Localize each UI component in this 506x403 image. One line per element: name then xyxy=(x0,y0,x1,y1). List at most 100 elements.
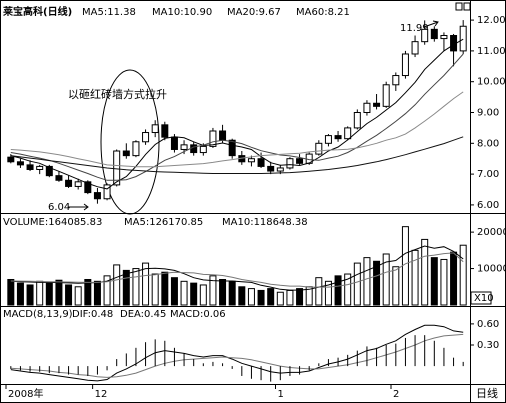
volume-bar xyxy=(440,258,448,306)
candle-body xyxy=(132,141,140,157)
legend-label: MA5:126170.85 xyxy=(124,217,203,228)
candle-body xyxy=(392,75,400,86)
legend-label: MA10:10.90 xyxy=(152,7,212,18)
volume-bar xyxy=(324,280,332,306)
volume-bar xyxy=(267,288,275,306)
candle-body xyxy=(296,158,304,164)
series-line xyxy=(10,333,464,378)
x-tick-label: 12 xyxy=(95,389,108,400)
candle-body xyxy=(430,28,438,40)
volume-bar xyxy=(65,284,73,306)
candle-body xyxy=(65,179,73,187)
period-label: 日线 xyxy=(476,386,498,400)
volume-bar xyxy=(180,280,188,306)
window-icon[interactable] xyxy=(463,2,471,11)
candle-body xyxy=(459,25,467,52)
x-tick-label: 2008年 xyxy=(8,387,43,400)
candle-body xyxy=(161,124,169,138)
annotation: 以砸红砖墙方式拉升 xyxy=(68,87,167,101)
y-tick-label: 12.00 xyxy=(477,15,506,26)
candle-body xyxy=(142,132,150,143)
volume-bar xyxy=(296,288,304,306)
volume-bar xyxy=(142,262,150,306)
candle-body xyxy=(170,136,178,150)
volume-bar xyxy=(430,257,438,306)
annotation: 6.04 xyxy=(48,202,70,213)
y-tick-label: 20000 xyxy=(477,227,506,238)
volume-bar xyxy=(363,257,371,306)
volume-bar xyxy=(334,275,342,306)
candle-body xyxy=(353,112,361,129)
legend-label: MA5:11.38 xyxy=(82,7,136,18)
candle-body xyxy=(411,41,419,55)
volume-bar xyxy=(247,288,255,306)
y-tick-label: 8.00 xyxy=(477,138,499,149)
volume-bar xyxy=(411,249,419,306)
volume-bar xyxy=(7,278,15,306)
candle-body xyxy=(84,181,92,194)
candle-body xyxy=(286,158,294,169)
volume-bar xyxy=(392,266,400,306)
annotation: 11.99 xyxy=(400,23,429,34)
candle-body xyxy=(324,135,332,144)
volume-bar xyxy=(276,291,284,306)
volume-bar xyxy=(161,271,169,306)
candle-body xyxy=(180,144,188,150)
candle-body xyxy=(267,165,275,172)
volume-bar xyxy=(190,282,198,306)
volume-bar xyxy=(286,289,294,306)
volume-bar xyxy=(93,280,101,306)
volume-bar xyxy=(16,282,24,306)
y-tick-label: 6.00 xyxy=(477,200,499,211)
volume-bar xyxy=(382,253,390,306)
y-tick-label: 11.00 xyxy=(477,46,506,57)
series-line xyxy=(10,136,464,174)
candle-body xyxy=(363,102,371,114)
candle-body xyxy=(440,34,448,40)
unit-box xyxy=(470,291,492,305)
chart-title: 莱宝高科(日线) xyxy=(3,5,72,18)
volume-bar xyxy=(151,273,159,306)
arrow xyxy=(423,20,439,28)
legend-label: DEA:0.45 xyxy=(120,309,166,320)
volume-bar xyxy=(199,284,207,306)
volume-bar xyxy=(84,278,92,306)
volume-bar xyxy=(219,278,227,306)
candle-body xyxy=(401,53,409,77)
candle-body xyxy=(36,165,44,170)
legend-label: MA10:118648.38 xyxy=(222,217,308,228)
candle-body xyxy=(26,164,34,170)
volume-bar xyxy=(450,251,458,306)
legend-label: DIF:0.48 xyxy=(72,309,113,320)
series-line xyxy=(10,245,464,291)
volume-bar xyxy=(45,282,53,306)
legend-label: MA20:9.67 xyxy=(227,7,281,18)
candle-body xyxy=(45,165,53,177)
candle-body xyxy=(151,124,159,134)
volume-bar xyxy=(103,275,111,306)
volume-bar xyxy=(228,280,236,306)
candle-body xyxy=(55,175,63,181)
volume-bar xyxy=(373,260,381,306)
volume-bar xyxy=(257,289,265,306)
candle-body xyxy=(190,144,198,154)
candle-body xyxy=(382,84,390,107)
candle-body xyxy=(7,156,15,163)
legend-label: MACD:0.06 xyxy=(170,309,226,320)
candle-body xyxy=(276,167,284,172)
series-line xyxy=(10,53,464,181)
candle-body xyxy=(74,181,82,187)
candle-body xyxy=(257,158,265,167)
volume-bar xyxy=(401,226,409,306)
volume-bar xyxy=(132,268,140,306)
x-tick-label: 2 xyxy=(393,389,399,400)
x-tick-label: 1 xyxy=(278,389,284,400)
candle-body xyxy=(219,130,227,141)
candle-body xyxy=(315,142,323,155)
volume-bar xyxy=(36,280,44,306)
y-tick-label: 0.30 xyxy=(477,340,499,351)
panel-title: MACD(8,13,9) xyxy=(3,309,73,320)
y-tick-label: 10.00 xyxy=(477,77,506,88)
window-icon[interactable] xyxy=(455,2,463,11)
